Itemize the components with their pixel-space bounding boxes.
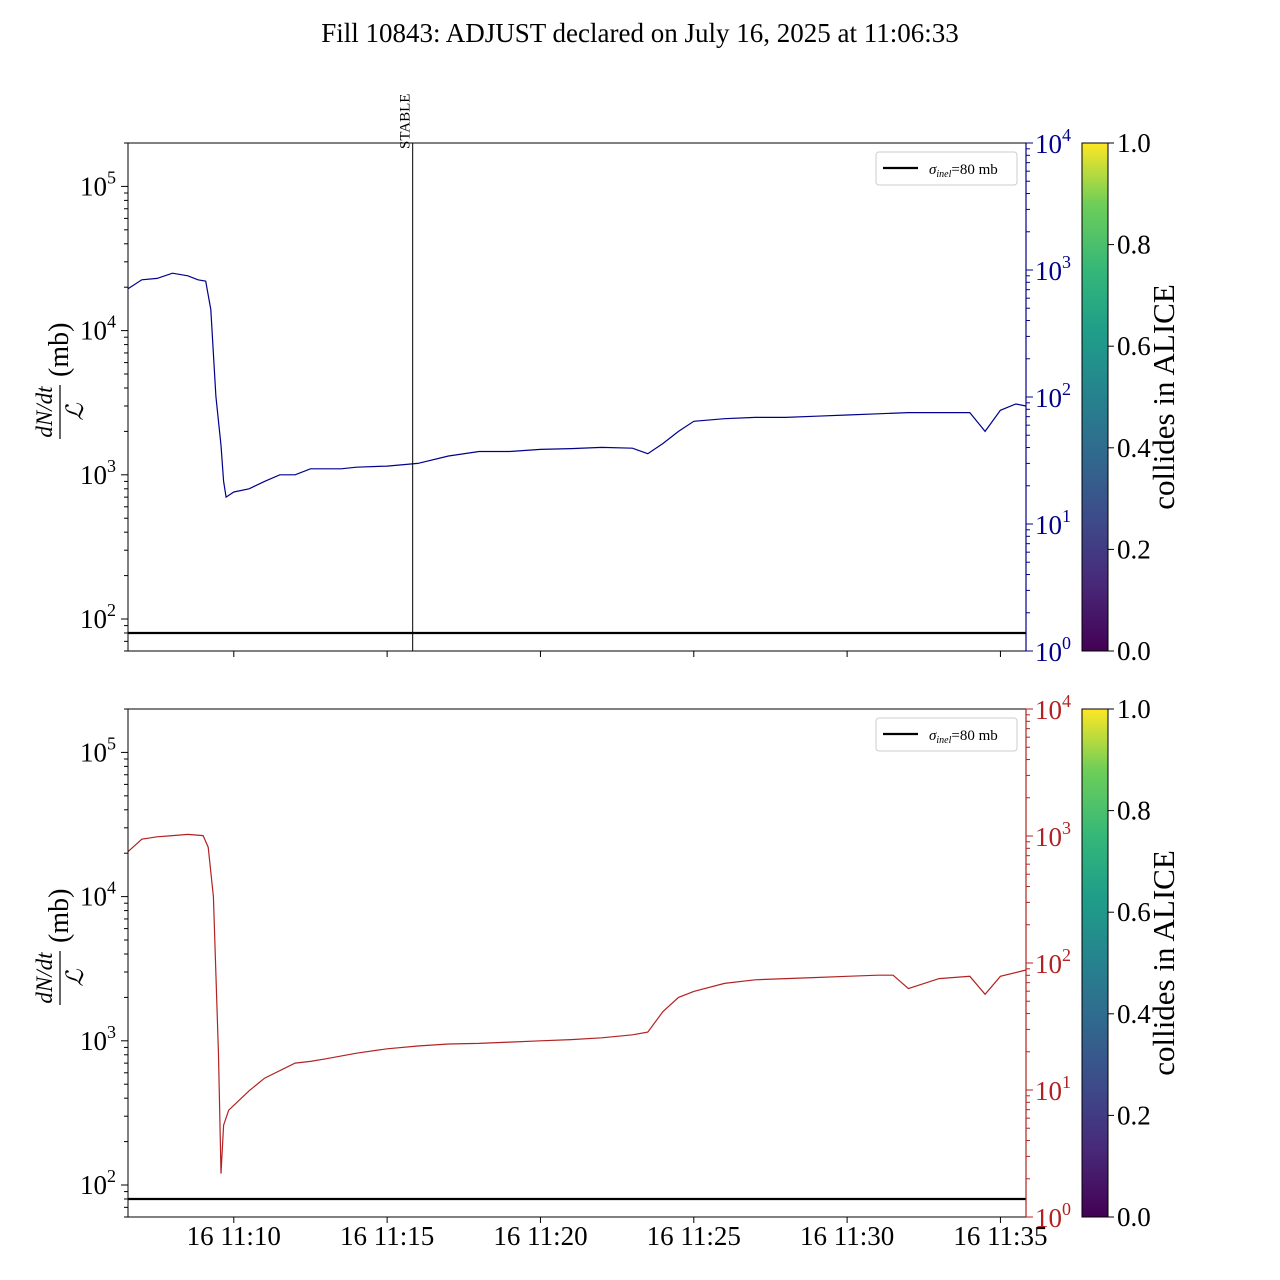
colorbar-tick-label: 1.0 [1117, 128, 1151, 158]
colorbar-tick-label: 0.2 [1117, 1100, 1151, 1130]
legend-entry-label: σinel=80 mb [929, 728, 998, 746]
legend: σinel=80 mb [875, 717, 1018, 752]
colorbar-tick-label: 0.0 [1117, 1202, 1151, 1232]
y-axis-label-numerator: dN/dt [32, 952, 57, 1004]
colorbar-gradient [1081, 708, 1109, 1218]
y2-tick-label: 100 [1035, 1199, 1071, 1233]
legend-box [875, 151, 1018, 186]
y-axis-label-unit: (mb) [44, 889, 75, 943]
colorbar-tick-label: 0.2 [1117, 534, 1151, 564]
colorbar-tick-label: 0.6 [1117, 331, 1151, 361]
plot-frame [127, 142, 1027, 652]
x-tick-label: 16 11:15 [340, 1221, 434, 1251]
data-series-line [127, 272, 1027, 499]
y-axis-label-numerator: dN/dt [32, 386, 57, 438]
y2-tick-label: 100 [1035, 633, 1071, 667]
y-tick-label: 104 [80, 312, 116, 346]
x-tick-label: 16 11:25 [647, 1221, 741, 1251]
top-panel: STABLE 102 103 104 105 100 101 102 103 104 dN/dt ℒ (… [32, 94, 1181, 667]
bottom-panel: 102 103 104 105 100 101 102 103 104 16 11:10 16 11… [32, 691, 1181, 1251]
y2-tick-label: 102 [1035, 945, 1071, 979]
y2-tick-label: 101 [1035, 506, 1071, 540]
y-tick-label: 105 [80, 733, 116, 767]
colorbar-tick-label: 0.4 [1117, 433, 1151, 463]
colorbar-tick-label: 0.0 [1117, 636, 1151, 666]
x-tick-label: 16 11:10 [187, 1221, 281, 1251]
colorbar-gradient [1081, 142, 1109, 652]
y-tick-label: 103 [80, 456, 116, 490]
colorbar-label: collides in ALICE [1146, 284, 1181, 510]
colorbar: 0.0 0.2 0.4 0.6 0.8 1.0 collides in ALICE [1081, 128, 1181, 666]
x-tick-label: 16 11:30 [800, 1221, 894, 1251]
y-axis-label-unit: (mb) [44, 323, 75, 377]
legend-entry-label: σinel=80 mb [929, 162, 998, 180]
y2-tick-label: 104 [1035, 125, 1071, 159]
y-tick-label: 103 [80, 1022, 116, 1056]
figure-title: Fill 10843: ADJUST declared on July 16, … [321, 18, 959, 48]
colorbar-tick-label: 0.8 [1117, 796, 1151, 826]
y2-tick-label: 104 [1035, 691, 1071, 725]
stable-marker-label: STABLE [398, 94, 414, 149]
legend: σinel=80 mb [875, 151, 1018, 186]
x-tick-label: 16 11:35 [953, 1221, 1047, 1251]
y-axis-label-denominator: ℒ [63, 403, 89, 421]
y-tick-label: 104 [80, 878, 116, 912]
y2-tick-label: 101 [1035, 1072, 1071, 1106]
y2-tick-label: 103 [1035, 252, 1071, 286]
y-axis-label: dN/dt ℒ (mb) [32, 889, 89, 1005]
colorbar-tick-label: 1.0 [1117, 694, 1151, 724]
colorbar-tick-label: 0.4 [1117, 999, 1151, 1029]
data-series-line [127, 833, 1027, 1174]
y-axis-label: dN/dt ℒ (mb) [32, 323, 89, 439]
legend-box [875, 717, 1018, 752]
plot-frame [127, 708, 1027, 1218]
y-axis-label-denominator: ℒ [63, 969, 89, 987]
y-tick-label: 102 [80, 600, 116, 634]
x-tick-label: 16 11:20 [493, 1221, 587, 1251]
colorbar-tick-label: 0.8 [1117, 230, 1151, 260]
y2-tick-label: 102 [1035, 379, 1071, 413]
colorbar: 0.0 0.2 0.4 0.6 0.8 1.0 collides in ALICE [1081, 694, 1181, 1232]
colorbar-label: collides in ALICE [1146, 850, 1181, 1076]
y2-tick-label: 103 [1035, 818, 1071, 852]
y-tick-label: 105 [80, 167, 116, 201]
colorbar-tick-label: 0.6 [1117, 897, 1151, 927]
y-tick-label: 102 [80, 1166, 116, 1200]
